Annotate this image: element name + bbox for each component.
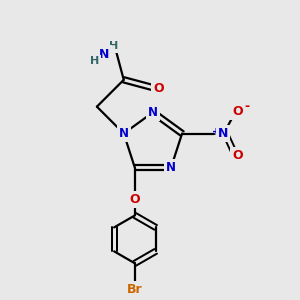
Text: O: O	[232, 149, 242, 162]
Text: N: N	[166, 161, 176, 174]
Text: O: O	[130, 193, 140, 206]
Text: +: +	[212, 127, 220, 137]
Text: Br: Br	[127, 283, 143, 296]
Text: N: N	[218, 127, 228, 140]
Text: O: O	[153, 82, 164, 94]
Text: H: H	[90, 56, 100, 66]
Text: N: N	[99, 47, 110, 61]
Text: -: -	[244, 100, 250, 113]
Text: O: O	[232, 105, 242, 118]
Text: N: N	[119, 127, 129, 140]
Text: N: N	[148, 106, 158, 119]
Text: H: H	[109, 41, 119, 51]
